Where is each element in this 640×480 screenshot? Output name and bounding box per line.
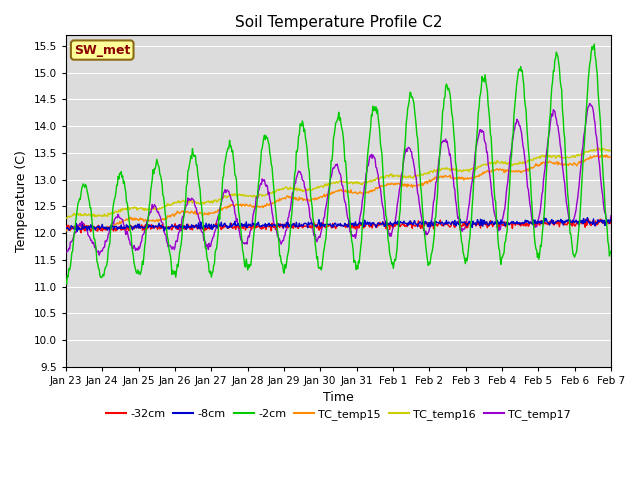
TC_temp16 [62, 216, 70, 221]
-32cm [77, 230, 85, 236]
TC_temp17 [405, 145, 413, 151]
-8cm [421, 218, 429, 224]
TC_temp15 [607, 155, 615, 161]
-2cm [591, 41, 598, 47]
Line: TC_temp17: TC_temp17 [66, 104, 611, 255]
TC_temp16 [128, 204, 136, 210]
TC_temp17 [62, 249, 70, 255]
-8cm [607, 216, 615, 222]
TC_temp16 [404, 175, 412, 180]
TC_temp16 [183, 198, 191, 204]
-2cm [405, 97, 413, 103]
Line: TC_temp15: TC_temp15 [66, 155, 611, 231]
-8cm [213, 223, 221, 229]
Line: -32cm: -32cm [66, 219, 611, 233]
-2cm [72, 213, 80, 219]
Line: TC_temp16: TC_temp16 [66, 148, 611, 218]
-8cm [74, 228, 81, 234]
TC_temp16 [607, 148, 615, 154]
-8cm [62, 226, 70, 231]
TC_temp15 [405, 182, 413, 188]
-8cm [184, 225, 192, 231]
-32cm [72, 226, 79, 231]
-32cm [405, 221, 413, 227]
TC_temp17 [184, 195, 192, 201]
TC_temp15 [184, 209, 192, 215]
-32cm [213, 222, 221, 228]
-2cm [607, 249, 615, 254]
-2cm [62, 277, 70, 283]
-8cm [72, 227, 79, 232]
Line: -8cm: -8cm [66, 218, 611, 231]
TC_temp16 [72, 213, 79, 218]
TC_temp16 [593, 145, 601, 151]
-32cm [421, 219, 429, 225]
TC_temp15 [72, 224, 80, 229]
TC_temp17 [95, 252, 103, 258]
TC_temp15 [62, 228, 70, 233]
TC_temp17 [586, 101, 593, 107]
-32cm [584, 216, 592, 222]
Title: Soil Temperature Profile C2: Soil Temperature Profile C2 [235, 15, 442, 30]
TC_temp17 [213, 218, 221, 224]
TC_temp17 [421, 232, 429, 238]
-2cm [213, 245, 221, 251]
Text: SW_met: SW_met [74, 44, 131, 57]
TC_temp16 [420, 170, 428, 176]
TC_temp15 [598, 152, 605, 157]
TC_temp15 [213, 209, 221, 215]
-2cm [184, 168, 192, 174]
-32cm [607, 220, 615, 226]
-2cm [63, 281, 70, 287]
-8cm [129, 227, 136, 233]
-2cm [421, 237, 429, 242]
X-axis label: Time: Time [323, 391, 354, 404]
TC_temp15 [421, 179, 429, 185]
TC_temp17 [72, 230, 79, 236]
TC_temp17 [607, 213, 615, 219]
-32cm [62, 223, 70, 229]
TC_temp16 [212, 197, 220, 203]
-2cm [129, 249, 136, 255]
-32cm [184, 221, 192, 227]
-32cm [129, 227, 136, 233]
-8cm [584, 215, 591, 221]
TC_temp17 [129, 246, 136, 252]
Line: -2cm: -2cm [66, 44, 611, 284]
TC_temp15 [63, 228, 70, 234]
TC_temp15 [129, 217, 136, 223]
Y-axis label: Temperature (C): Temperature (C) [15, 150, 28, 252]
-8cm [405, 221, 413, 227]
Legend: -32cm, -8cm, -2cm, TC_temp15, TC_temp16, TC_temp17: -32cm, -8cm, -2cm, TC_temp15, TC_temp16,… [102, 404, 575, 424]
